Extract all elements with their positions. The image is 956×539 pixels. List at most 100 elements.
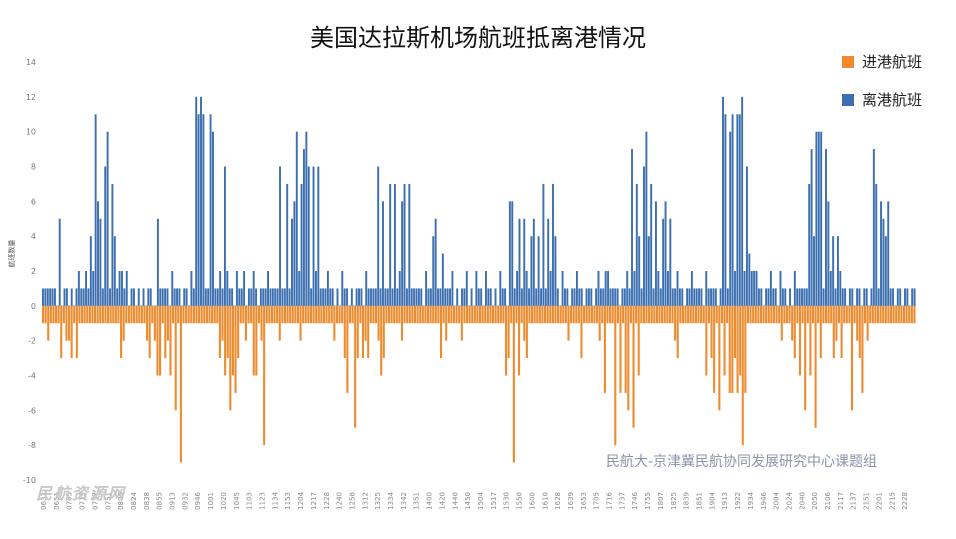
arrival-bar xyxy=(57,305,60,324)
arrival-bar xyxy=(806,305,809,324)
arrival-bar xyxy=(218,305,221,359)
arrival-bar xyxy=(70,305,73,359)
departure-bar xyxy=(314,271,317,306)
arrival-bar xyxy=(304,305,307,324)
x-tick-label: 0651 xyxy=(53,492,61,510)
arrival-bar xyxy=(174,305,177,411)
departure-bar xyxy=(911,288,914,306)
departure-bar xyxy=(65,288,68,306)
arrival-bar xyxy=(523,305,526,341)
arrival-bar xyxy=(635,305,638,324)
departure-bar xyxy=(671,288,674,306)
departure-bar xyxy=(331,288,334,306)
departure-bar xyxy=(765,288,768,306)
departure-bar xyxy=(698,288,701,306)
x-tick-label: 1334 xyxy=(387,491,395,509)
arrival-bar xyxy=(736,305,739,393)
departure-bar xyxy=(722,96,724,306)
departure-bar xyxy=(662,218,665,306)
arrival-bar xyxy=(681,305,684,324)
arrival-bar xyxy=(473,305,476,324)
departure-bar xyxy=(487,288,490,306)
departure-bar xyxy=(391,288,394,306)
legend-label-arrivals: 进港航班 xyxy=(862,53,923,71)
departure-bar xyxy=(798,288,801,306)
departure-bar xyxy=(817,131,820,306)
departure-bar xyxy=(554,236,557,306)
arrival-bar xyxy=(515,305,518,324)
arrivals-bars xyxy=(42,305,916,463)
legend-item-arrivals[interactable]: 进港航班 xyxy=(842,51,922,72)
departure-bar xyxy=(386,288,389,306)
x-tick-label: 2215 xyxy=(888,492,896,510)
departure-bar xyxy=(101,288,104,306)
x-tick-label: 2117 xyxy=(837,492,845,510)
arrival-bar xyxy=(585,305,588,324)
arrival-bar xyxy=(494,305,497,324)
arrival-bar xyxy=(843,305,846,324)
arrival-bar xyxy=(94,305,97,324)
departure-bar xyxy=(839,271,842,306)
legend-item-departures[interactable]: 离港航班 xyxy=(842,89,922,110)
y-tick-label: 8 xyxy=(31,163,36,172)
arrival-bar xyxy=(255,305,258,376)
arrival-bar xyxy=(775,305,778,324)
arrival-bar xyxy=(172,305,175,324)
departures-bars xyxy=(42,96,916,306)
x-tick-label: 1737 xyxy=(618,492,626,510)
arrival-bar xyxy=(767,305,770,324)
arrival-bar xyxy=(661,305,664,324)
x-tick-label: 1153 xyxy=(284,492,292,510)
departure-bar xyxy=(446,288,449,306)
departure-bar xyxy=(116,288,119,306)
departure-bar xyxy=(484,271,487,306)
x-tick-label: 0751 xyxy=(104,492,112,510)
arrival-bar xyxy=(484,305,487,324)
arrival-bar xyxy=(398,305,401,324)
arrival-bar xyxy=(130,305,133,324)
arrival-bar xyxy=(286,305,289,324)
arrival-bar xyxy=(445,305,448,341)
arrival-bar xyxy=(788,305,791,324)
departure-bar xyxy=(370,288,372,306)
arrival-bar xyxy=(351,305,354,324)
departure-bar xyxy=(556,288,559,306)
arrival-bar xyxy=(153,305,156,341)
arrival-bar xyxy=(107,305,110,324)
departure-bar xyxy=(655,201,657,306)
arrival-bar xyxy=(819,305,822,359)
departure-bar xyxy=(403,183,406,306)
arrival-bar xyxy=(400,305,404,341)
arrival-bar xyxy=(112,305,115,324)
departure-bar xyxy=(415,288,418,306)
x-tick-label: 2228 xyxy=(901,492,909,510)
departure-bar xyxy=(640,288,643,306)
departure-bar xyxy=(235,271,238,306)
departure-bar xyxy=(834,288,837,306)
departure-bar xyxy=(118,271,121,306)
arrival-bar xyxy=(354,305,357,428)
departure-bar xyxy=(276,288,279,306)
departure-bar xyxy=(686,288,689,306)
arrival-bar xyxy=(723,305,726,376)
departure-bar xyxy=(44,288,47,306)
arrival-bar xyxy=(465,305,469,324)
departure-bar xyxy=(769,271,772,306)
x-tick-label: 1755 xyxy=(644,492,652,510)
arrival-bar xyxy=(793,305,796,359)
departure-bar xyxy=(185,288,188,306)
departure-bar xyxy=(590,288,593,306)
arrival-bar xyxy=(239,305,242,324)
arrival-bar xyxy=(156,305,159,376)
departure-bar xyxy=(298,271,301,306)
x-tick-label: 2050 xyxy=(811,492,819,510)
arrival-bar xyxy=(694,305,697,324)
departure-bar xyxy=(183,288,186,306)
arrival-bar xyxy=(148,305,151,359)
departure-bar xyxy=(425,271,428,306)
departure-bar xyxy=(49,288,52,306)
departure-bar xyxy=(540,288,542,306)
departure-bar xyxy=(137,288,140,306)
departure-bar xyxy=(832,236,835,306)
arrival-bar xyxy=(603,305,606,393)
